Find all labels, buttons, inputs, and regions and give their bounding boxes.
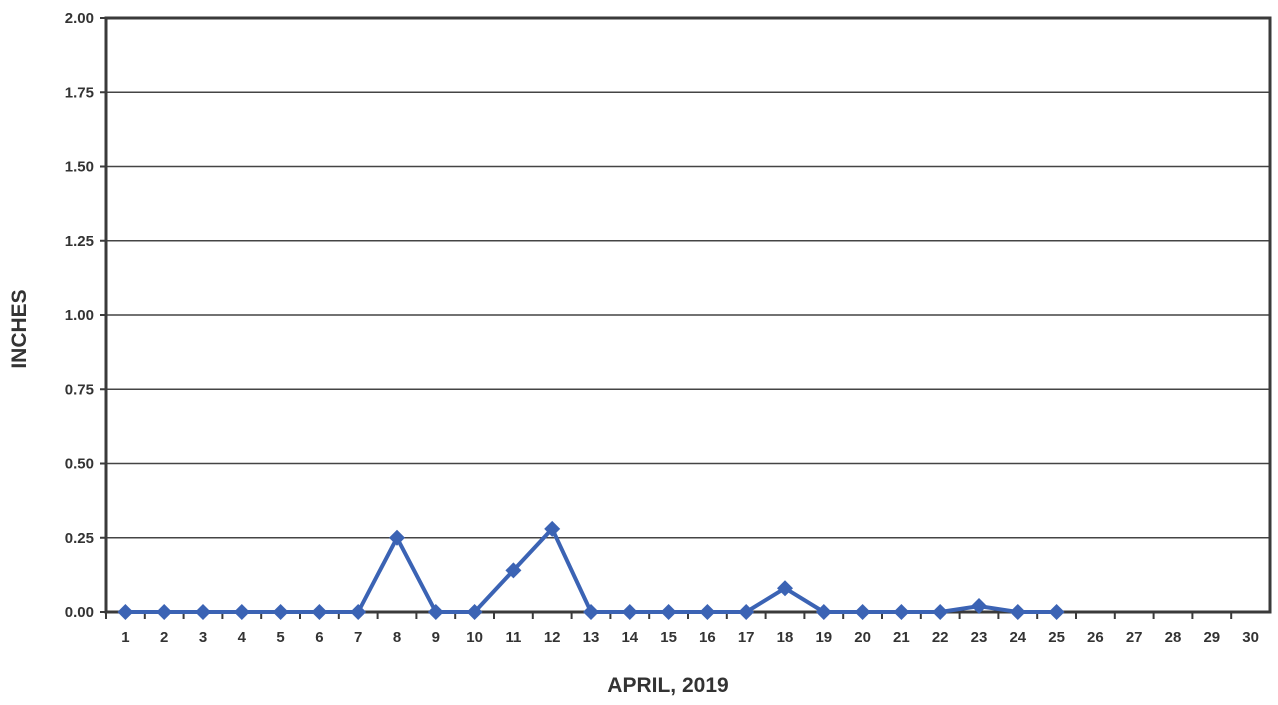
y-tick-label: 0.50 [65,456,94,473]
x-tick-label: 17 [738,629,755,646]
y-tick-label: 0.25 [65,530,94,547]
data-point-marker [117,604,134,620]
series-line [125,526,1057,614]
x-tick-label: 23 [971,629,988,646]
x-tick-label: 20 [854,629,871,646]
x-tick-label: 21 [893,629,910,646]
data-point-marker [660,604,677,620]
x-tick-label: 18 [777,629,794,646]
x-tick-label: 16 [699,629,716,646]
x-tick-label: 3 [199,629,207,646]
series-layer [117,520,1065,620]
data-point-marker [815,604,832,620]
x-tick-label: 5 [276,629,284,646]
data-point-marker [932,604,949,620]
data-point-marker [389,529,405,546]
y-tick-label: 1.50 [65,159,94,176]
x-axis-tick-labels: 1 2 3 4 5 6 7 8 9 10 11 12 13 14 15 16 17 18 19 20 21 22 23 24 2… [105,612,1259,646]
x-tick-label: 22 [932,629,949,646]
y-tick-label: 0.75 [65,381,94,398]
x-tick-label: 15 [660,629,677,646]
y-tick-label: 1.25 [65,233,94,250]
data-point-marker [854,604,871,620]
x-tick-label: 14 [621,629,638,646]
x-tick-label: 19 [815,629,832,646]
gridlines [106,91,1270,539]
data-point-marker [466,604,483,620]
x-tick-label: 7 [354,629,362,646]
data-point-marker [505,562,522,579]
x-tick-label: 6 [315,629,323,646]
x-tick-label: 4 [238,629,247,646]
data-point-marker [738,604,755,620]
x-tick-label: 2 [160,629,168,646]
x-tick-label: 29 [1203,629,1220,646]
data-point-marker [233,604,250,620]
x-tick-label: 28 [1165,629,1182,646]
x-tick-label: 24 [1009,629,1026,646]
data-point-marker [777,580,793,597]
x-tick-label: 25 [1048,629,1065,646]
data-point-marker [195,604,211,620]
data-point-marker [699,604,716,620]
y-tick-label: 1.75 [65,84,94,101]
x-axis-title: APRIL, 2019 [607,674,728,697]
x-tick-label: 8 [393,629,401,646]
data-point-marker [1009,604,1026,620]
x-tick-label: 9 [432,629,440,646]
data-point-marker [156,604,173,620]
x-tick-label: 26 [1087,629,1104,646]
data-point-marker [971,598,987,615]
data-point-marker [1048,604,1065,620]
data-point-marker [544,520,561,537]
y-tick-label: 1.00 [65,307,94,324]
x-tick-label: 11 [505,629,521,646]
x-tick-label: 30 [1242,629,1259,646]
y-axis-title: INCHES [8,289,31,368]
x-tick-label: 12 [544,629,561,646]
data-point-marker [427,604,444,620]
y-axis-tick-labels: 0.00 0.25 0.50 0.75 1.00 1.25 1.50 1.75 2.00 [65,10,106,621]
data-point-marker [621,604,638,620]
data-point-marker [350,604,367,620]
y-tick-label: 0.00 [65,604,94,621]
data-point-marker [311,604,328,620]
x-tick-label: 27 [1126,629,1143,646]
data-point-marker [893,604,910,620]
y-tick-label: 2.00 [65,10,94,27]
x-tick-label: 1 [121,629,129,646]
x-tick-label: 10 [466,629,483,646]
data-point-marker [272,604,289,620]
data-point-marker [583,604,599,620]
x-tick-label: 13 [583,629,600,646]
